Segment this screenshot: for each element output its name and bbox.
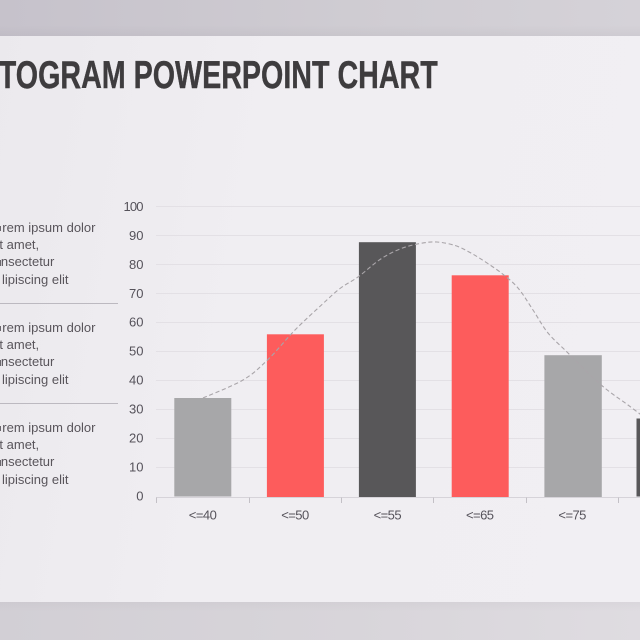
svg-text:80: 80 xyxy=(129,257,143,272)
svg-text:<=65: <=65 xyxy=(466,508,494,523)
svg-text:<=75: <=75 xyxy=(558,508,586,523)
svg-text:30: 30 xyxy=(129,402,143,417)
svg-text:40: 40 xyxy=(129,373,143,388)
svg-text:100: 100 xyxy=(124,199,144,214)
svg-text:60: 60 xyxy=(129,315,143,330)
svg-text:<=55: <=55 xyxy=(374,508,402,523)
svg-text:<=50: <=50 xyxy=(281,508,309,523)
svg-text:90: 90 xyxy=(129,228,143,243)
svg-text:20: 20 xyxy=(129,431,143,446)
svg-text:10: 10 xyxy=(129,460,143,475)
svg-text:70: 70 xyxy=(129,286,143,301)
svg-text:0: 0 xyxy=(136,489,143,504)
svg-text:50: 50 xyxy=(129,344,143,359)
svg-text:<=40: <=40 xyxy=(189,508,217,523)
